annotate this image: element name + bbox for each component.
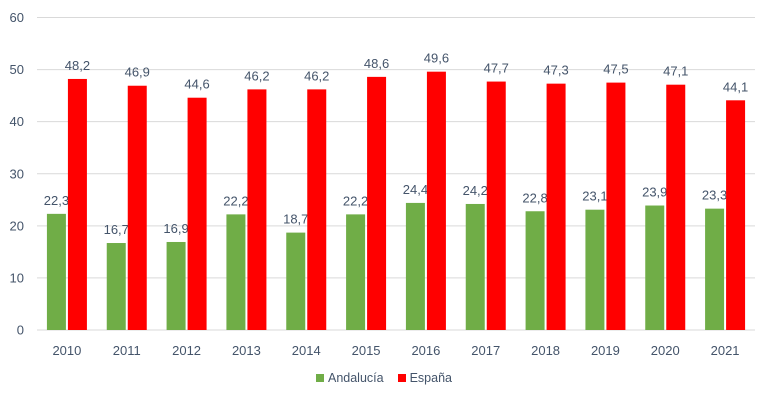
x-tick-label: 2014: [292, 343, 321, 358]
x-tick-label: 2021: [711, 343, 740, 358]
data-label: 22,3: [44, 193, 69, 208]
bar-andalucia: [465, 203, 485, 330]
data-label: 47,1: [663, 64, 688, 79]
bar-chart: 0 10 20 30 40 50 60 2010 22,3 48,2 2011 16,7 46,9 201…: [10, 10, 755, 358]
legend-swatch-espana: [397, 374, 406, 382]
data-label: 23,9: [642, 185, 667, 200]
x-tick-label: 2020: [651, 343, 680, 358]
y-tick-label: 30: [10, 166, 24, 181]
legend-swatch-andalucia: [315, 374, 324, 382]
data-label: 48,6: [364, 56, 389, 71]
bar-espana: [127, 85, 147, 331]
y-tick-label: 60: [10, 10, 24, 25]
x-tick-label: 2015: [352, 343, 381, 358]
data-label: 16,7: [104, 222, 129, 237]
data-label: 44,6: [184, 77, 209, 92]
data-label: 47,5: [603, 62, 628, 77]
bar-espana: [546, 83, 566, 330]
bar-espana: [486, 81, 506, 330]
y-tick-label: 50: [10, 62, 24, 77]
data-label: 16,9: [163, 221, 188, 236]
y-tick-label: 40: [10, 114, 24, 129]
bar-espana: [187, 97, 207, 330]
data-label: 22,2: [343, 193, 368, 208]
bar-andalucia: [705, 208, 725, 330]
x-tick-label: 2018: [531, 343, 560, 358]
bar-andalucia: [525, 211, 545, 330]
data-label: 22,8: [522, 190, 547, 205]
data-label: 24,4: [403, 182, 428, 197]
bar-andalucia: [166, 241, 186, 330]
bar-andalucia: [286, 232, 306, 330]
bar-andalucia: [585, 209, 605, 330]
data-label: 46,2: [304, 68, 329, 83]
data-label: 49,6: [424, 51, 449, 66]
y-tick-label: 10: [10, 270, 24, 285]
bar-andalucia: [226, 214, 246, 330]
legend-label: Andalucía: [327, 371, 384, 385]
y-tick-label: 0: [17, 323, 24, 338]
bar-espana: [307, 89, 327, 330]
bar-espana: [367, 76, 387, 330]
data-label: 44,1: [723, 79, 748, 94]
data-label: 23,1: [582, 189, 607, 204]
bar-espana: [247, 89, 267, 330]
bar-espana: [666, 84, 686, 330]
data-label: 48,2: [65, 58, 90, 73]
data-label: 47,3: [543, 63, 568, 78]
data-label: 46,2: [244, 68, 269, 83]
bar-espana: [726, 100, 746, 330]
legend: Andalucía España: [0, 371, 768, 385]
x-tick-label: 2019: [591, 343, 620, 358]
bar-andalucia: [46, 213, 66, 330]
bar-andalucia: [106, 243, 126, 330]
x-tick-label: 2016: [411, 343, 440, 358]
data-label: 18,7: [283, 212, 308, 227]
bar-andalucia: [346, 214, 366, 330]
data-label: 46,9: [125, 65, 150, 80]
y-tick-label: 20: [10, 218, 24, 233]
bar-andalucia: [645, 205, 665, 330]
x-tick-label: 2017: [471, 343, 500, 358]
legend-item-espana: España: [397, 371, 452, 385]
data-label: 23,3: [702, 188, 727, 203]
x-tick-label: 2010: [52, 343, 81, 358]
legend-label: España: [409, 371, 452, 385]
bar-espana: [67, 78, 87, 330]
legend-item-andalucia: Andalucía: [315, 371, 384, 385]
x-tick-label: 2012: [172, 343, 201, 358]
data-label: 24,2: [463, 183, 488, 198]
data-label: 22,2: [223, 193, 248, 208]
bar-andalucia: [405, 202, 425, 330]
data-label: 47,7: [484, 61, 509, 76]
bar-espana: [426, 71, 446, 331]
x-tick-label: 2011: [113, 343, 141, 358]
x-tick-label: 2013: [232, 343, 261, 358]
bar-espana: [606, 82, 626, 331]
